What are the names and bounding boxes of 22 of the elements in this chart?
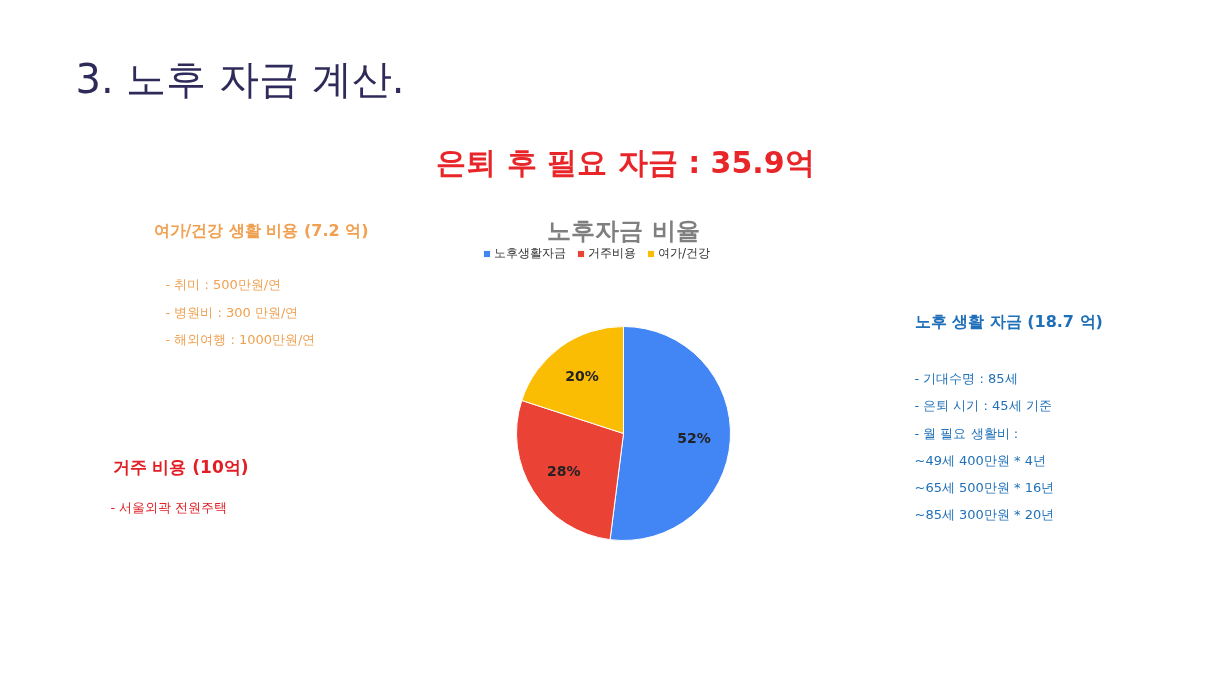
- legend-label: 노후생활자금: [494, 245, 566, 262]
- text: 노후 생활 자금 (18.7 억): [914, 312, 1103, 331]
- text: - 병원비 : 300 만원/연: [165, 305, 299, 320]
- data-label: 20%: [565, 368, 599, 385]
- text: 여가/건강 생활 비용 (7.2 억): [153, 221, 369, 240]
- data-label: 28%: [547, 463, 581, 480]
- legend-label: 여가/건강: [658, 245, 711, 262]
- text: - 해외여행 : 1000만원/연: [165, 332, 316, 347]
- text: ~49세 400만원 * 4년: [914, 453, 1046, 468]
- legend-label: 거주비용: [588, 245, 636, 262]
- chart-title: 3. 노후 자금 계산.: [75, 55, 405, 102]
- text: - 서울외곽 전원주택: [110, 500, 228, 515]
- chart-subtitle: 은퇴 후 필요 자금 : 35.9억: [436, 145, 815, 180]
- text: ~65세 500만원 * 16년: [914, 480, 1055, 495]
- text: ~85세 300만원 * 20년: [914, 507, 1055, 522]
- text: 노후자금 비율: [547, 216, 700, 245]
- text: - 취미 : 500만원/연: [165, 277, 282, 292]
- text: - 은퇴 시기 : 45세 기준: [914, 398, 1052, 413]
- text: 거주 비용 (10억): [112, 456, 249, 477]
- data-label: 52%: [677, 429, 711, 446]
- text: - 월 필요 생활비 :: [914, 426, 1019, 441]
- text: - 기대수명 : 85세: [914, 371, 1018, 386]
